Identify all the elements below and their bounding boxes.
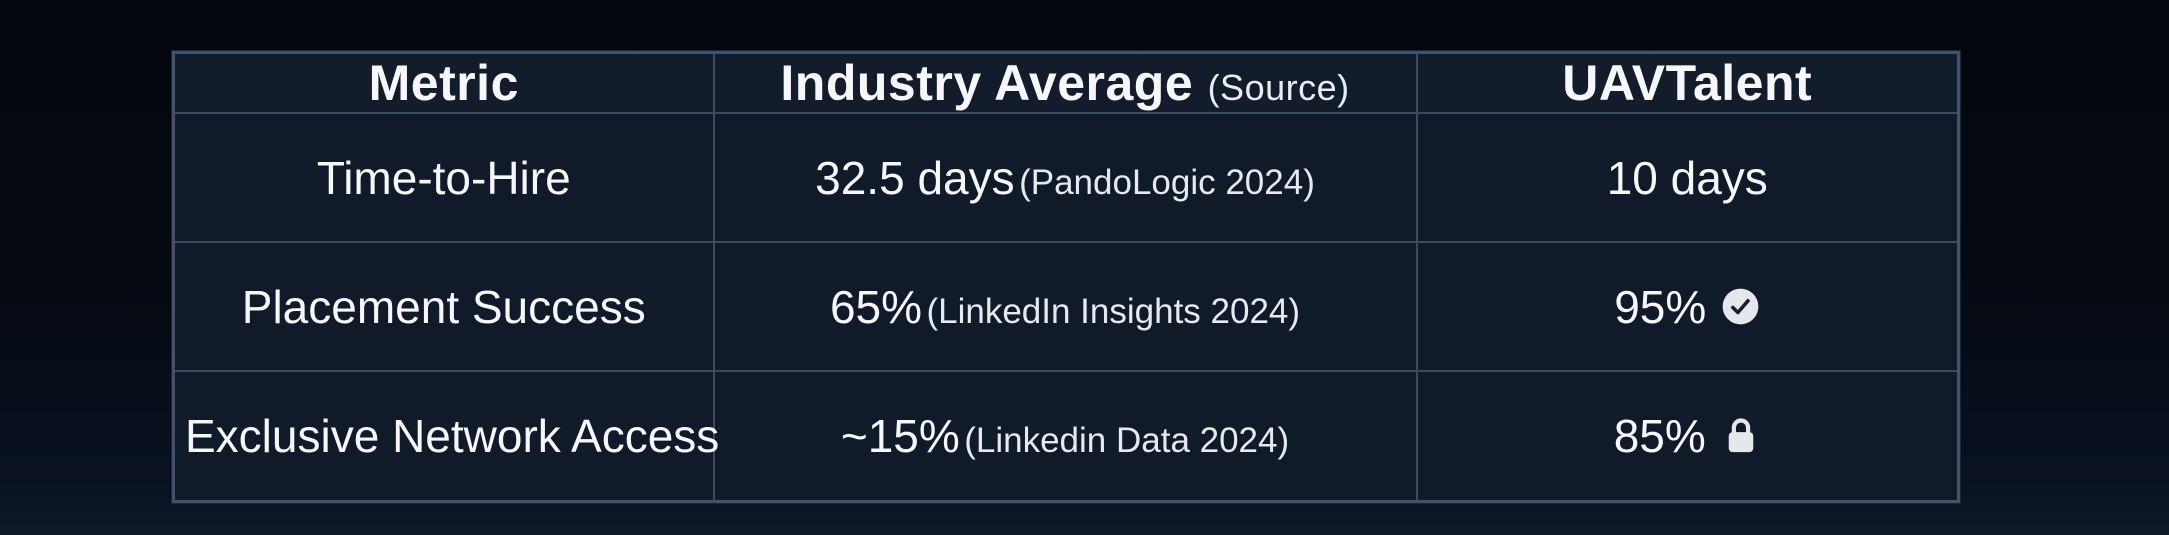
header-uavtalent: UAVTalent: [1415, 51, 1960, 114]
uavtalent-value: 10 days: [1606, 151, 1768, 204]
industry-value: 32.5 days: [815, 151, 1015, 204]
metric-label: Exclusive Network Access: [172, 370, 719, 503]
uavtalent-value-cell: 85%: [1415, 370, 1960, 503]
industry-source: (PandoLogic 2024): [1019, 162, 1315, 202]
header-metric-label: Metric: [368, 55, 519, 111]
table-row-exclusive-network-access: Exclusive Network Access ~15% (Linkedin …: [172, 370, 1960, 503]
lock-icon: [1721, 415, 1761, 457]
header-uavtalent-label: UAVTalent: [1562, 55, 1813, 111]
header-industry-average-sub: (Source): [1207, 67, 1350, 108]
industry-value-cell: ~15% (Linkedin Data 2024): [712, 370, 1418, 503]
header-industry-average-label: Industry Average: [780, 55, 1194, 111]
table-header-row: Metric Industry Average (Source) UAVTale…: [172, 51, 1960, 114]
table-row-time-to-hire: Time-to-Hire 32.5 days (PandoLogic 2024)…: [172, 111, 1960, 244]
comparison-table: Metric Industry Average (Source) UAVTale…: [172, 51, 1960, 503]
industry-source: (LinkedIn Insights 2024): [926, 291, 1301, 331]
metric-label: Time-to-Hire: [172, 111, 715, 244]
uavtalent-value: 95%: [1614, 280, 1707, 333]
industry-value: 65%: [829, 280, 923, 333]
check-badge-icon: [1721, 287, 1760, 326]
uavtalent-value-cell: 95%: [1415, 241, 1960, 373]
industry-value: ~15%: [840, 410, 960, 463]
uavtalent-value: 85%: [1613, 410, 1706, 463]
industry-value-cell: 32.5 days (PandoLogic 2024): [712, 111, 1418, 244]
industry-value-cell: 65% (LinkedIn Insights 2024): [712, 241, 1418, 373]
header-industry-average: Industry Average (Source): [712, 51, 1418, 114]
metric-label: Placement Success: [172, 241, 715, 373]
table-row-placement-success: Placement Success 65% (LinkedIn Insights…: [172, 241, 1960, 373]
industry-source: (Linkedin Data 2024): [964, 421, 1290, 461]
uavtalent-value-cell: 10 days: [1415, 111, 1960, 244]
header-metric: Metric: [172, 51, 715, 114]
